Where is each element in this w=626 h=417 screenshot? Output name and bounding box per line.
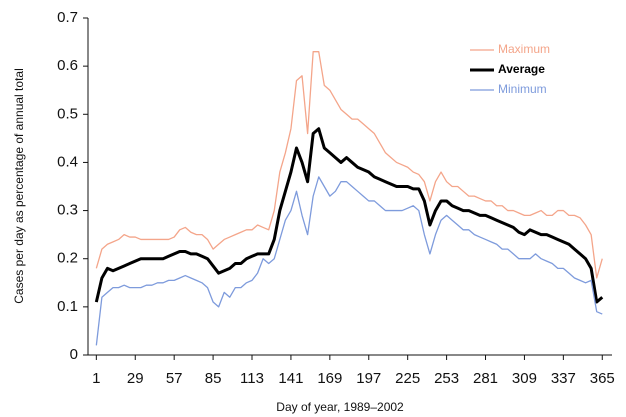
legend-label: Average [498,62,545,76]
x-tick-label: 29 [127,370,144,387]
x-tick-label: 281 [473,370,498,387]
y-tick-label: 0.6 [57,57,78,74]
x-tick-label: 57 [166,370,183,387]
x-tick-label: 365 [590,370,615,387]
x-tick-label: 85 [205,370,222,387]
x-tick-label: 225 [395,370,420,387]
x-tick-label: 141 [278,370,303,387]
x-tick-label: 1 [92,370,100,387]
series-line [94,127,604,304]
series-line [95,176,603,346]
legend-label: Minimum [498,82,547,96]
y-tick-label: 0.7 [57,9,78,26]
series-line [95,51,603,279]
x-tick-label: 253 [434,370,459,387]
y-tick-label: 0.3 [57,202,78,219]
x-tick-label: 197 [356,370,381,387]
y-tick-label: 0 [70,346,78,363]
legend-label: Maximum [498,42,550,56]
x-tick-label: 113 [240,370,264,387]
x-tick-label: 169 [317,370,342,387]
y-tick-label: 0.4 [57,153,78,170]
y-tick-label: 0.2 [57,250,78,267]
y-tick-label: 0.5 [57,105,78,122]
x-tick-label: 309 [512,370,537,387]
x-axis-label: Day of year, 1989–2002 [276,400,404,414]
y-tick-label: 0.1 [57,298,78,315]
x-tick-label: 337 [551,370,576,387]
y-axis-label: Cases per day as percentage of annual to… [12,68,26,304]
